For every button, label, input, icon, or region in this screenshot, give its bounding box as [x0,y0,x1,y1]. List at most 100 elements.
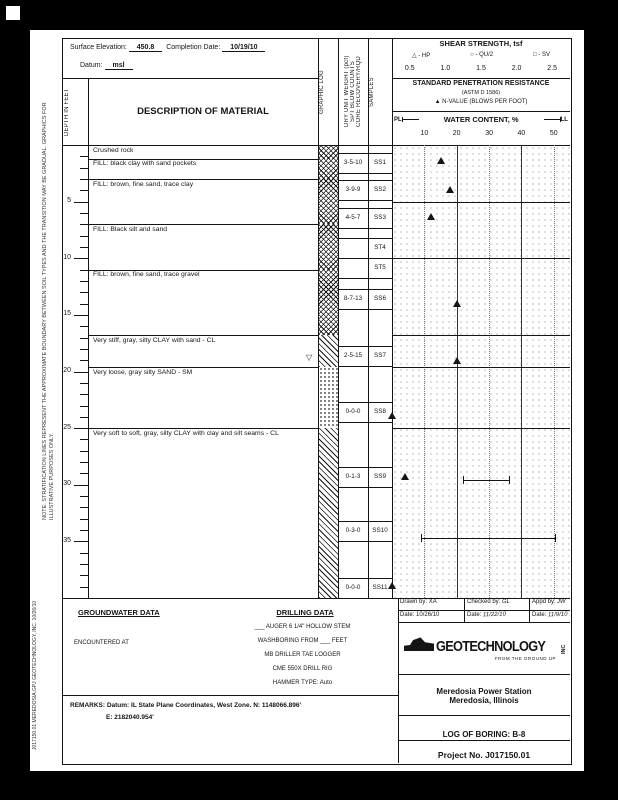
depth-tick [80,212,88,214]
depth-tick [80,280,88,282]
drilling-line-auger: ___ AUGER 6 1/4" HOLLOW STEM [254,624,351,630]
log-of-boring-label: LOG OF BORING: B-8 [442,730,526,739]
drilling-line-hammer: HAMMER TYPE: Auto [272,680,333,686]
logo-rig-icon [404,637,434,652]
sample-row-divider [338,289,392,290]
water-content-title: WATER CONTENT, % [443,115,519,124]
depth-tick [80,190,88,192]
depth-tick [80,507,88,509]
depth-tick [80,496,88,498]
depth-tick [80,246,88,248]
depth-column-header: DEPTH IN FEET [64,88,70,136]
surface-elevation-value: 450.8 [128,44,163,52]
sample-row-divider [338,227,392,229]
shear-scale-0: 0.5 [404,65,415,72]
ll-label: LL [560,116,568,123]
groundwater-title: GROUNDWATER DATA [78,608,160,617]
checked-by-label: Checked by: [467,599,501,605]
surface-elevation-label: Surface Elevation: [70,44,127,51]
sample-row-divider [338,278,392,280]
sample-row-divider [338,238,392,240]
blow-sample-divider [368,38,369,598]
n-value-marker [452,356,461,364]
chart-gridline [521,145,523,598]
sample-id: SS2 [374,186,386,194]
sample-row-divider [338,541,392,543]
logo-tagline: FROM THE GROUND UP [494,656,556,662]
checked-by-value: GL [501,598,511,606]
blow-counts-value: 0-1-3 [345,472,361,480]
stratum-boundary [88,428,318,430]
water-content-bar [463,476,511,485]
sample-id: SS10 [372,527,388,535]
date1-value: 10/26/10 [416,611,440,618]
main-area-top-line [62,145,570,146]
depth-tick [80,269,88,271]
chart-stratum-line [392,258,570,260]
depth-tick [80,156,88,158]
project-name-line2: Meredosia, Illinois [449,695,519,705]
remarks-line1: REMARKS: Datum: IL State Plane Coordinat… [70,702,302,709]
project-name-line1: Meredosia Power Station [436,686,532,696]
main-area-bottom-line [62,598,570,599]
sample-row-divider [338,577,392,579]
shear-scale-4: 2.5 [547,65,558,72]
drilling-title: DRILLING DATA [276,608,334,617]
sample-row-divider [338,402,392,404]
soil-description: FILL: Black silt and sand [93,225,168,233]
n-value-marker [426,212,435,220]
completion-date-label: Completion Date: [166,44,221,51]
sample-row-divider [338,466,392,468]
depth-tick [80,564,88,565]
chart-stratum-line [392,428,570,430]
shear-scale-row: 0.5 1.0 1.5 2.0 2.5 [392,65,570,79]
shear-legend-hp: △ - HP [411,53,431,59]
wc-axis-tick-label: 50 [549,130,558,137]
sample-id: SS6 [374,295,386,302]
shear-scale-2: 1.5 [476,65,486,72]
stratum-boundary [88,335,318,337]
date3-value: 11/9/10 [547,611,568,618]
sample-row-divider [338,180,392,182]
shear-scale-1: 1.0 [440,65,451,72]
graphic-log-pattern [318,145,338,159]
depth-tick [80,416,88,418]
depth-label: 10 [63,253,71,261]
drilling-line-washboring: WASHBORING FROM ___ FEET [257,638,348,644]
blow-counts-value: 0-3-0 [345,527,361,535]
boring-id-box: LOG OF BORING: B-8 [398,716,570,741]
n-value-marker [388,581,396,589]
stratum-boundary [88,367,318,368]
shear-legend-qu2: ○ - QU/2 [470,52,494,58]
datum-label: Datum: [80,62,103,69]
drawn-by-label: Drawn by: [400,599,428,605]
project-no-box: Project No. J017150.01 [398,741,570,763]
sample-id: ST4 [374,244,386,252]
depth-tick [80,462,88,464]
depth-tick [80,518,88,520]
pl-label: PL [394,116,402,123]
depth-tick [80,235,88,237]
depth-label: 25 [63,423,71,431]
sample-row-divider [338,173,392,175]
sample-id: SS3 [374,213,386,221]
water-content-bar-line [464,479,510,481]
soil-description: Very loose, gray silty SAND - SM [93,368,193,376]
shear-legend: △ - HP ○ - QU/2 □ - SV [392,52,570,59]
depth-label: 5 [67,197,71,205]
sample-id: SS8 [374,408,386,416]
spr-title: STANDARD PENETRATION RESISTANCE [412,80,550,87]
water-table-icon: ▽ [306,352,313,362]
depth-label: 20 [63,367,71,374]
logo-inc: INC [561,644,567,655]
project-no-value: Project No. J017150.01 [437,750,531,760]
depth-label: 30 [63,480,71,488]
ll-bar-icon [543,117,561,122]
date2-label: Date: [467,611,482,618]
chart-stratum-line [392,201,570,203]
elevation-header-box: Surface Elevation: 450.8 Completion Date… [62,38,318,79]
sample-id: ST5 [374,264,386,272]
sample-id: SS9 [374,472,386,480]
depth-tick [80,360,88,362]
